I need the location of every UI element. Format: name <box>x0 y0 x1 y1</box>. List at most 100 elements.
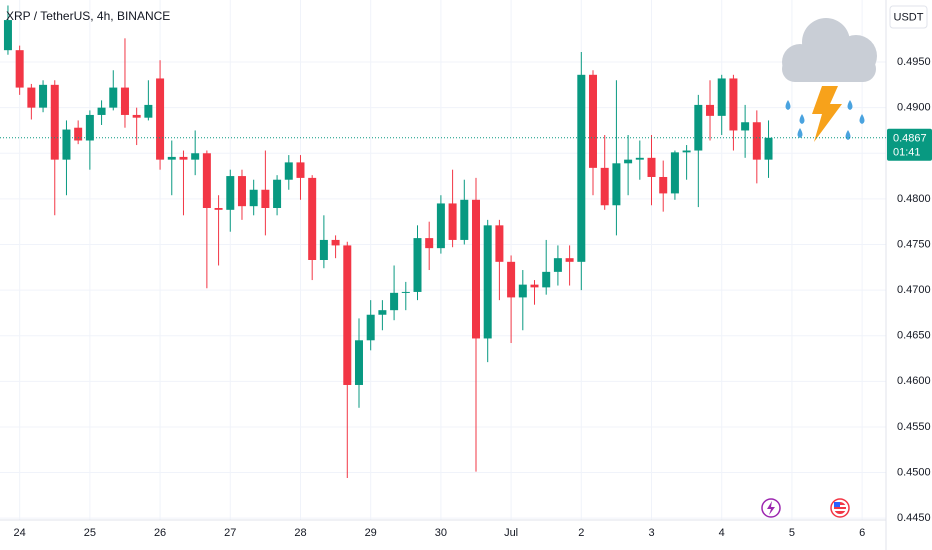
candle-body <box>15 50 24 88</box>
last-price-label: 0.4867 <box>893 133 927 145</box>
candle-body <box>460 199 469 240</box>
x-tick-label: 3 <box>648 527 654 539</box>
candle-body <box>682 150 691 153</box>
symbol-title: XRP / TetherUS, 4h, BINANCE <box>6 9 170 23</box>
candle-body <box>50 84 59 160</box>
currency-button[interactable]: USDT <box>889 5 928 29</box>
candle-body <box>109 87 118 108</box>
candle-body <box>144 104 153 118</box>
x-tick-label: 26 <box>154 527 166 539</box>
candle-body <box>296 162 305 178</box>
x-tick-label: 28 <box>294 527 306 539</box>
candle-body <box>624 159 633 164</box>
countdown-label: 01:41 <box>893 147 921 159</box>
event-icon[interactable] <box>761 498 781 518</box>
candle-body <box>354 340 363 385</box>
candle-body <box>343 245 352 385</box>
candle-body <box>390 292 399 311</box>
y-tick-label: 0.4800 <box>897 193 931 205</box>
candle-body <box>156 78 165 160</box>
y-tick-label: 0.4450 <box>897 512 931 524</box>
candle-body <box>226 176 235 210</box>
candle-body <box>600 167 609 206</box>
candle-body <box>202 153 211 208</box>
x-tick-label: 24 <box>14 527 26 539</box>
y-tick-label: 0.4550 <box>897 421 931 433</box>
candle-body <box>553 258 562 272</box>
candle-body <box>436 203 445 249</box>
economic-event-icon[interactable] <box>830 498 850 518</box>
x-tick-label: Jul <box>504 527 518 539</box>
candle-body <box>378 310 387 315</box>
candle-body <box>741 122 750 131</box>
candle-body <box>331 239 340 246</box>
candle-body <box>717 78 726 116</box>
weather-icon <box>782 18 877 142</box>
candle-body <box>471 199 480 339</box>
x-tick-label: 6 <box>859 527 865 539</box>
candle-body <box>612 163 621 206</box>
candle-body <box>413 238 422 292</box>
currency-box[interactable] <box>889 5 928 29</box>
candle-body <box>191 153 200 160</box>
candle-body <box>577 74 586 262</box>
candle-body <box>132 114 141 118</box>
candle-body <box>27 87 36 108</box>
x-tick-label: 5 <box>789 527 795 539</box>
candle-body <box>589 74 598 168</box>
candle-body <box>542 271 551 288</box>
candle-body <box>366 314 375 341</box>
candle-body <box>401 291 410 293</box>
y-tick-label: 0.4750 <box>897 238 931 250</box>
candle-body <box>507 261 516 298</box>
y-tick-label: 0.4900 <box>897 102 931 114</box>
x-tick-label: 30 <box>435 527 447 539</box>
candle-body <box>425 238 434 249</box>
x-tick-label: 2 <box>578 527 584 539</box>
candle-body <box>39 84 48 108</box>
candle-body <box>483 225 492 339</box>
candle-body <box>565 258 574 262</box>
candle-body <box>518 284 527 298</box>
candle-body <box>3 20 12 51</box>
candle-body <box>308 177 317 260</box>
candle-body <box>495 225 504 262</box>
x-tick-label: 29 <box>365 527 377 539</box>
candle-body <box>284 162 293 180</box>
grid <box>0 0 886 520</box>
y-tick-label: 0.4950 <box>897 56 931 68</box>
candle-body <box>530 284 539 288</box>
candle-body <box>706 104 715 116</box>
currency-label[interactable]: USDT <box>894 11 924 23</box>
candle-body <box>179 156 188 160</box>
x-tick-label: 25 <box>84 527 96 539</box>
candle-body <box>120 87 129 115</box>
x-tick-label: 27 <box>224 527 236 539</box>
y-tick-label: 0.4700 <box>897 284 931 296</box>
candle-body <box>752 122 761 160</box>
candle-body <box>167 156 176 160</box>
candle-body <box>670 152 679 194</box>
candle-body <box>273 179 282 208</box>
overlay: 0.49500.49000.48500.48000.47500.47000.46… <box>0 56 932 539</box>
x-tick-label: 4 <box>719 527 725 539</box>
candle-body <box>214 208 223 210</box>
candle-body <box>729 78 738 131</box>
y-tick-label: 0.4600 <box>897 375 931 387</box>
y-tick-label: 0.4500 <box>897 466 931 478</box>
candle-body <box>635 157 644 160</box>
candle-body <box>647 157 656 177</box>
candle-body <box>448 203 457 240</box>
candle-body <box>694 104 703 151</box>
candle-body <box>249 189 258 207</box>
last-price-box <box>887 128 932 161</box>
candle-body <box>97 107 106 115</box>
candles <box>3 5 773 479</box>
candle-body <box>319 239 328 260</box>
candle-body <box>659 176 668 194</box>
candle-body <box>74 127 83 141</box>
y-tick-label: 0.4650 <box>897 330 931 342</box>
candle-body <box>237 176 246 207</box>
